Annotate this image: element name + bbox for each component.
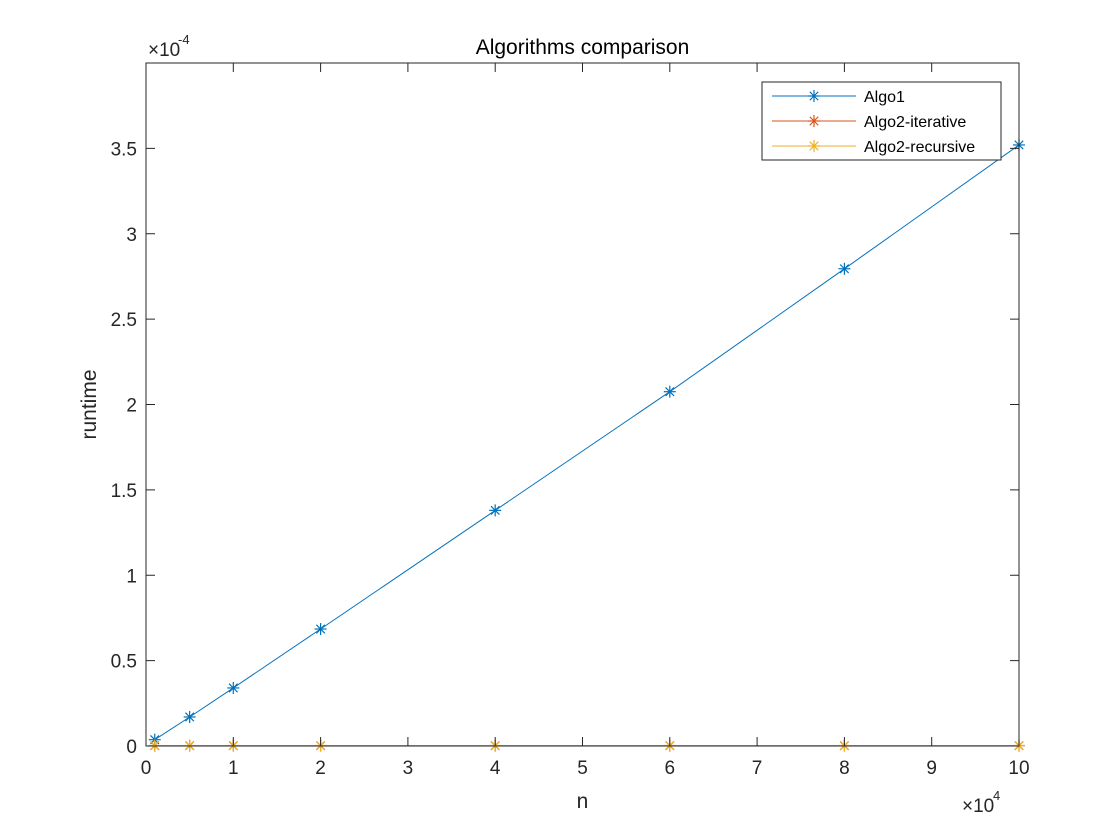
x-tick-label: 9 [926, 758, 937, 779]
x-tick-label: 6 [665, 758, 676, 779]
y-tick-label: 3.5 [111, 139, 137, 160]
x-tick-label: 8 [839, 758, 850, 779]
y-tick-label: 1.5 [111, 481, 137, 502]
legend: Algo1 Algo2-iterative Algo2-recursive [761, 81, 1002, 161]
x-tick-label: 5 [577, 758, 588, 779]
legend-label: Algo2-iterative [864, 114, 966, 131]
y-tick-label: 0 [126, 737, 137, 758]
legend-entry: Algo2-recursive [772, 139, 975, 156]
series-line [154, 144, 1020, 741]
x-tick-label: 2 [315, 758, 326, 779]
legend-label: Algo2-recursive [864, 139, 975, 156]
y-tick-label: 2 [126, 396, 137, 417]
data-point [663, 385, 676, 398]
y-tick-label: 2.5 [111, 310, 137, 331]
y-tick-label: 0.5 [111, 652, 137, 673]
data-point [183, 739, 196, 752]
x-tick-label: 1 [228, 758, 239, 779]
x-tick-label: 10 [1008, 758, 1029, 779]
data-point [489, 504, 502, 517]
data-point [227, 681, 240, 694]
x-exponent: ×10 4 [962, 788, 1000, 817]
x-tick-label: 0 [141, 758, 152, 779]
y-tick-label: 3 [126, 225, 137, 246]
data-point [838, 262, 851, 275]
legend-marker [808, 90, 820, 102]
legend-marker [808, 140, 820, 152]
x-tick-label: 7 [752, 758, 763, 779]
plot-area [146, 63, 1019, 746]
x-tick-label: 4 [490, 758, 501, 779]
x-tick-label: 3 [403, 758, 414, 779]
x-axis-label: n [577, 790, 589, 813]
x-exponent-base: ×10 [962, 796, 994, 817]
data-point [183, 710, 196, 723]
y-tick-label: 1 [126, 566, 137, 587]
legend-label: Algo1 [864, 89, 905, 106]
data-point [148, 739, 161, 752]
x-exponent-power: 4 [993, 788, 1000, 803]
y-exponent-power: -4 [178, 32, 190, 47]
chart-title: Algorithms comparison [476, 36, 690, 59]
y-axis: 0 0.5 1 1.5 2 2.5 3 3.5 [111, 139, 1019, 758]
data-point [314, 623, 327, 636]
legend-entry: Algo2-iterative [772, 114, 966, 131]
y-axis-label: runtime [78, 369, 101, 439]
y-exponent: ×10 -4 [148, 32, 190, 61]
x-axis: 0 1 2 3 4 5 6 7 8 9 10 [141, 63, 1030, 779]
y-exponent-base: ×10 [148, 40, 180, 61]
legend-entry: Algo1 [772, 89, 905, 106]
legend-marker [808, 115, 820, 127]
series-Algo1 [148, 138, 1025, 746]
